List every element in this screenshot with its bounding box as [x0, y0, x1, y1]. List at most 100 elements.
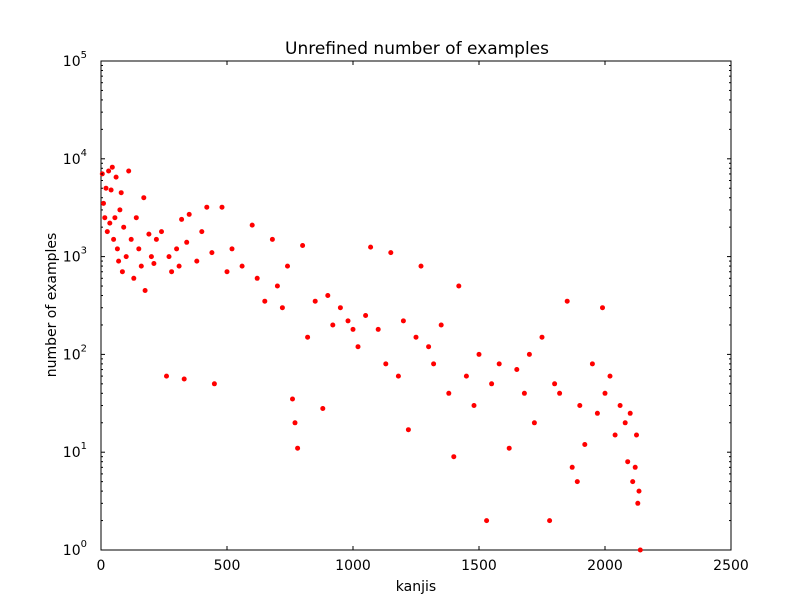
data-point: [345, 318, 351, 324]
data-point: [269, 236, 275, 242]
data-point: [153, 236, 159, 242]
data-point: [383, 361, 389, 367]
data-point: [636, 488, 642, 494]
data-point: [418, 263, 424, 269]
data-point: [426, 344, 432, 350]
data-point: [350, 326, 356, 332]
data-point: [330, 322, 336, 328]
x-tick-label: 2000: [587, 558, 623, 574]
data-point: [506, 445, 512, 451]
data-point: [142, 288, 148, 293]
y-tick-label: 100: [63, 539, 87, 559]
data-point: [159, 229, 164, 235]
data-point: [254, 275, 260, 281]
data-point: [107, 220, 113, 226]
x-tick-label: 1500: [461, 558, 497, 574]
data-point: [635, 500, 641, 506]
data-point: [121, 224, 127, 230]
data-point: [114, 246, 120, 252]
data-point: [112, 215, 118, 221]
data-point: [103, 185, 109, 191]
data-point: [438, 322, 444, 328]
data-point: [285, 263, 290, 269]
data-point: [337, 305, 343, 311]
data-point: [138, 263, 144, 269]
data-point: [176, 263, 182, 269]
data-point: [118, 190, 124, 196]
data-point: [169, 269, 175, 275]
data-point: [582, 442, 588, 447]
data-point: [262, 298, 268, 304]
plot-frame: [100, 60, 732, 551]
data-point: [476, 351, 482, 357]
data-point: [211, 381, 217, 387]
data-point: [111, 236, 117, 242]
data-point: [131, 275, 137, 281]
data-point: [539, 334, 545, 340]
data-point: [141, 195, 147, 201]
y-tick-label: 105: [63, 50, 87, 70]
data-point: [166, 254, 172, 260]
data-point: [229, 246, 235, 252]
data-point: [119, 269, 125, 275]
data-point: [300, 243, 306, 248]
data-point: [496, 361, 502, 367]
scatter-points: [99, 164, 643, 553]
data-point: [194, 258, 200, 264]
data-point: [395, 373, 401, 379]
data-point: [204, 204, 210, 210]
data-point: [164, 373, 169, 379]
data-point: [564, 298, 570, 304]
data-point: [463, 373, 469, 379]
data-point: [151, 261, 157, 266]
data-point: [574, 479, 580, 485]
data-point: [355, 344, 361, 350]
data-point: [106, 168, 112, 174]
data-point: [290, 396, 295, 402]
data-point: [239, 263, 245, 269]
x-tick-label: 1000: [335, 558, 371, 574]
x-axis-ticks: 0 500 1000 1500 2000 2500: [97, 61, 749, 574]
data-point: [622, 420, 628, 426]
x-axis-label: kanjis: [396, 579, 436, 595]
data-point: [637, 547, 643, 553]
data-point: [312, 298, 318, 304]
data-point: [109, 164, 115, 170]
data-point: [292, 420, 298, 426]
data-point: [209, 250, 215, 256]
data-point: [102, 215, 108, 221]
data-point: [521, 390, 527, 396]
data-point: [569, 464, 575, 470]
data-point: [632, 464, 638, 470]
y-tick-label: 103: [63, 246, 87, 266]
data-point: [577, 403, 583, 408]
y-tick-label: 101: [63, 441, 87, 461]
data-point: [179, 216, 185, 222]
data-point: [305, 334, 311, 340]
data-point: [174, 246, 180, 252]
data-point: [431, 361, 437, 367]
data-point: [363, 313, 369, 318]
data-point: [128, 236, 134, 242]
data-point: [446, 390, 452, 396]
data-point: [600, 305, 605, 311]
data-point: [133, 215, 139, 221]
data-point: [126, 168, 132, 174]
data-point: [607, 373, 613, 379]
data-point: [514, 367, 520, 372]
data-point: [589, 361, 595, 367]
data-point: [224, 269, 230, 275]
data-point: [295, 445, 301, 451]
y-axis-label: number of examples: [44, 233, 60, 378]
data-point: [400, 318, 406, 324]
data-point: [146, 231, 152, 237]
data-point: [630, 479, 636, 485]
data-point: [181, 376, 187, 382]
data-point: [320, 406, 326, 411]
chart-title: Unrefined number of examples: [285, 39, 549, 59]
x-tick-label: 0: [97, 558, 106, 574]
data-point: [116, 258, 122, 264]
x-tick-label: 2500: [713, 558, 749, 574]
data-point: [199, 229, 205, 235]
